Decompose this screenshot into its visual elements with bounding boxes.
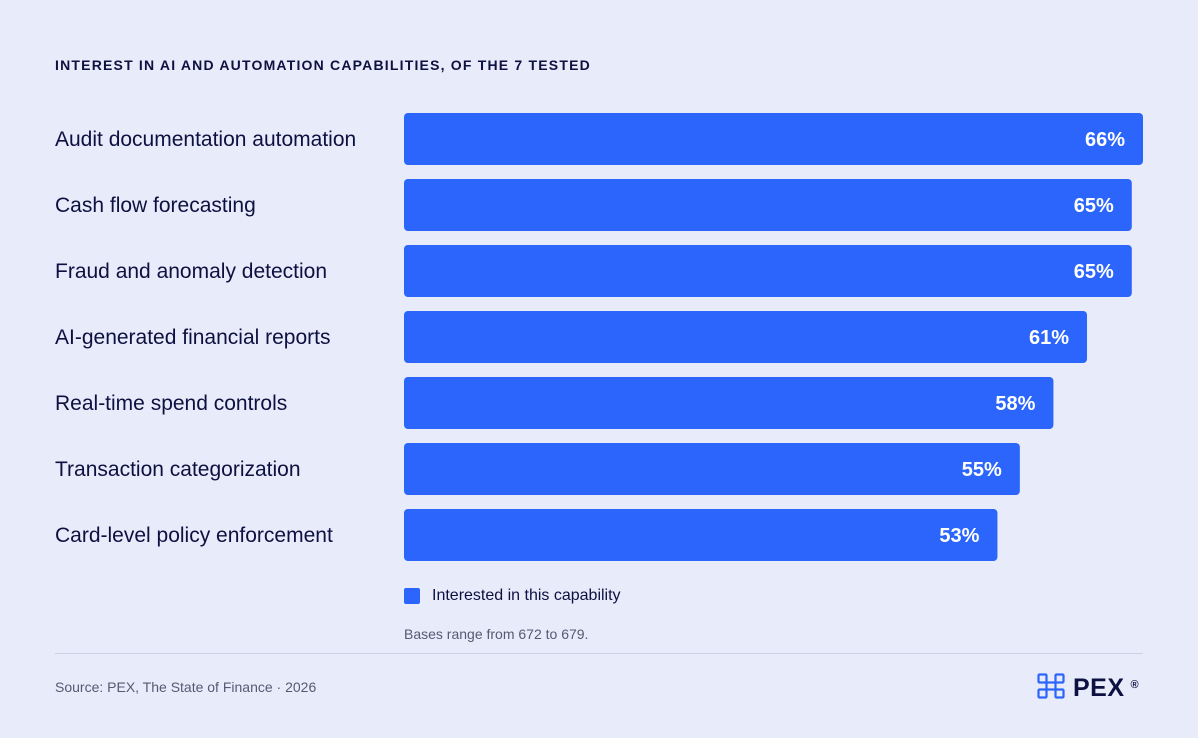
category-label: Audit documentation automation bbox=[55, 128, 356, 151]
category-label: Cash flow forecasting bbox=[55, 194, 256, 217]
category-label: Card-level policy enforcement bbox=[55, 524, 333, 547]
value-label: 55% bbox=[962, 459, 1002, 481]
legend: Interested in this capability bbox=[404, 587, 621, 605]
pex-logo: PEX ® bbox=[1037, 673, 1139, 704]
pex-logo-icon bbox=[1037, 673, 1065, 704]
pex-wordmark: PEX bbox=[1073, 674, 1125, 702]
bar bbox=[404, 113, 1143, 165]
value-label: 66% bbox=[1085, 129, 1125, 151]
value-label: 53% bbox=[939, 525, 979, 547]
bar bbox=[404, 179, 1132, 231]
bar bbox=[404, 245, 1132, 297]
category-label: Fraud and anomaly detection bbox=[55, 260, 327, 283]
category-label: Transaction categorization bbox=[55, 458, 301, 481]
legend-label: Interested in this capability bbox=[432, 587, 621, 604]
value-label: 65% bbox=[1074, 195, 1114, 217]
value-label: 65% bbox=[1074, 261, 1114, 283]
bar bbox=[404, 311, 1088, 363]
value-label: 61% bbox=[1029, 327, 1069, 349]
footer-divider bbox=[55, 653, 1143, 654]
registered-mark: ® bbox=[1130, 679, 1139, 691]
category-label: Real-time spend controls bbox=[55, 392, 287, 415]
source-note: Source: PEX, The State of Finance · 2026 bbox=[55, 679, 317, 695]
bar bbox=[404, 377, 1054, 429]
bar bbox=[404, 443, 1020, 495]
chart-title: INTEREST IN AI AND AUTOMATION CAPABILITI… bbox=[55, 57, 591, 73]
value-label: 58% bbox=[995, 393, 1035, 415]
bar-chart: Audit documentation automation 66% Cash fl… bbox=[55, 113, 1143, 561]
category-label: AI-generated financial reports bbox=[55, 326, 331, 349]
bases-footnote: Bases range from 672 to 679. bbox=[404, 626, 589, 642]
bar bbox=[404, 509, 998, 561]
legend-swatch bbox=[404, 588, 420, 604]
